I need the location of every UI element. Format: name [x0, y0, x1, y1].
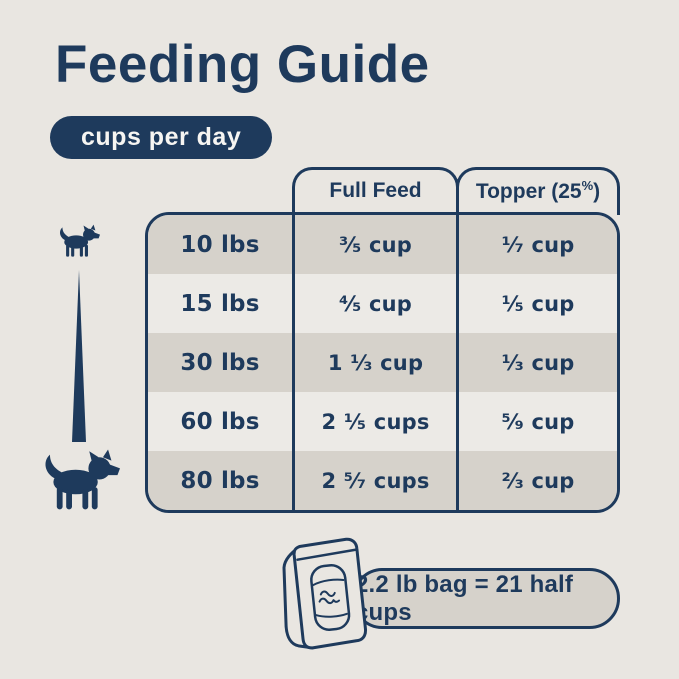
- table-row: 10 lbs ³⁄₅ cup ¹⁄₇ cup: [148, 215, 617, 274]
- full-feed-cell: ⁴⁄₅ cup: [292, 274, 456, 333]
- tab-topper-label: Topper (25%): [475, 177, 601, 203]
- bag-yield-text: 2.2 lb bag = 21 half cups: [355, 570, 574, 626]
- cups-per-day-badge: cups per day: [50, 116, 273, 159]
- topper-cell: ²⁄₃ cup: [456, 451, 617, 510]
- full-feed-cell: 1 ¹⁄₃ cup: [292, 333, 456, 392]
- bag-yield-pill: 2.2 lb bag = 21 half cups: [352, 568, 620, 629]
- weight-cell: 10 lbs: [180, 231, 260, 258]
- tab-topper: Topper (25%): [456, 167, 620, 215]
- tab-full-feed-label: Full Feed: [329, 179, 422, 202]
- weight-cell: 60 lbs: [180, 408, 260, 435]
- topper-percent-superscript: %: [581, 177, 594, 193]
- large-dog-icon: [45, 449, 120, 510]
- feeding-table: 10 lbs ³⁄₅ cup ¹⁄₇ cup 15 lbs ⁴⁄₅ cup ¹⁄…: [145, 212, 620, 513]
- page-title: Feeding Guide: [55, 35, 430, 94]
- weight-cell: 30 lbs: [180, 349, 260, 376]
- full-feed-cell: 2 ¹⁄₅ cups: [292, 392, 456, 451]
- full-feed-cell: ³⁄₅ cup: [292, 215, 456, 274]
- dog-food-bag-icon: [282, 537, 367, 650]
- full-feed-cell: 2 ⁵⁄₇ cups: [292, 451, 456, 510]
- tab-full-feed: Full Feed: [292, 167, 459, 215]
- weight-cell: 15 lbs: [180, 290, 260, 317]
- topper-cell: ¹⁄₅ cup: [456, 274, 617, 333]
- topper-cell: ¹⁄₇ cup: [456, 215, 617, 274]
- table-row: 30 lbs 1 ¹⁄₃ cup ¹⁄₃ cup: [148, 333, 617, 392]
- weight-cell: 80 lbs: [180, 467, 260, 494]
- size-scale-wedge: [72, 270, 86, 442]
- table-row: 15 lbs ⁴⁄₅ cup ¹⁄₅ cup: [148, 274, 617, 333]
- topper-cell: ¹⁄₃ cup: [456, 333, 617, 392]
- table-row: 60 lbs 2 ¹⁄₅ cups ⁵⁄₉ cup: [148, 392, 617, 451]
- table-row: 80 lbs 2 ⁵⁄₇ cups ²⁄₃ cup: [148, 451, 617, 510]
- topper-cell: ⁵⁄₉ cup: [456, 392, 617, 451]
- small-dog-icon: [60, 224, 100, 257]
